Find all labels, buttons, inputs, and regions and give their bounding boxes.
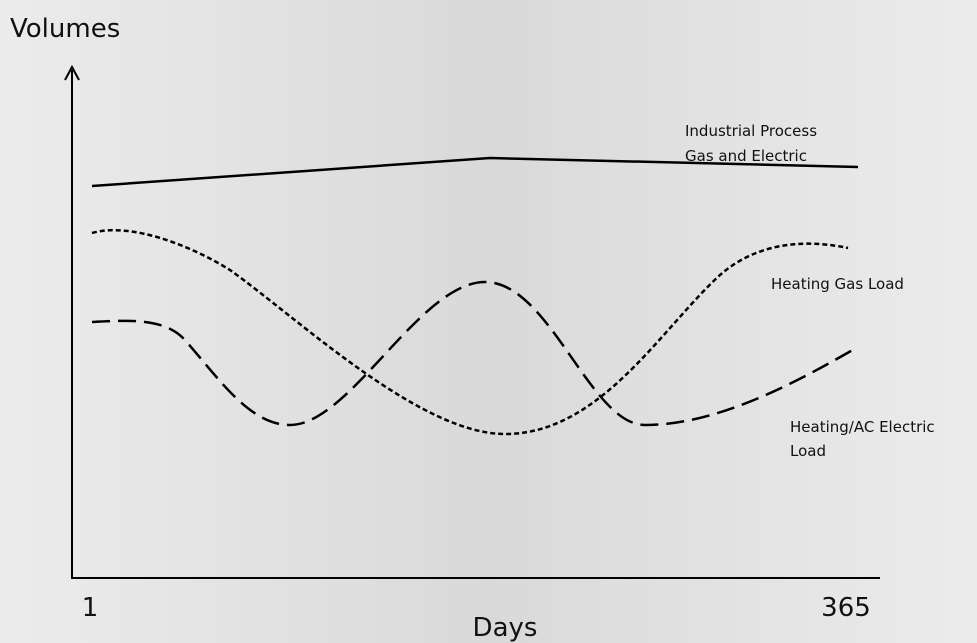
series-label: Heating Gas Load: [771, 275, 904, 293]
x-tick-label: 1: [82, 593, 99, 623]
x-axis-label: Days: [473, 613, 538, 643]
x-tick-label: 365: [821, 593, 871, 623]
y-axis-label: Volumes: [10, 14, 120, 44]
series-label: Gas and Electric: [685, 147, 807, 165]
series-label: Industrial Process: [685, 122, 817, 140]
industrial-line: [91, 156, 859, 188]
y-axis-arrow: [64, 64, 80, 81]
heating-gas-line: [91, 228, 849, 436]
heating-ac-line: [91, 280, 859, 427]
series-label: Heating/AC Electric: [790, 418, 935, 436]
series-label: Load: [790, 442, 826, 460]
